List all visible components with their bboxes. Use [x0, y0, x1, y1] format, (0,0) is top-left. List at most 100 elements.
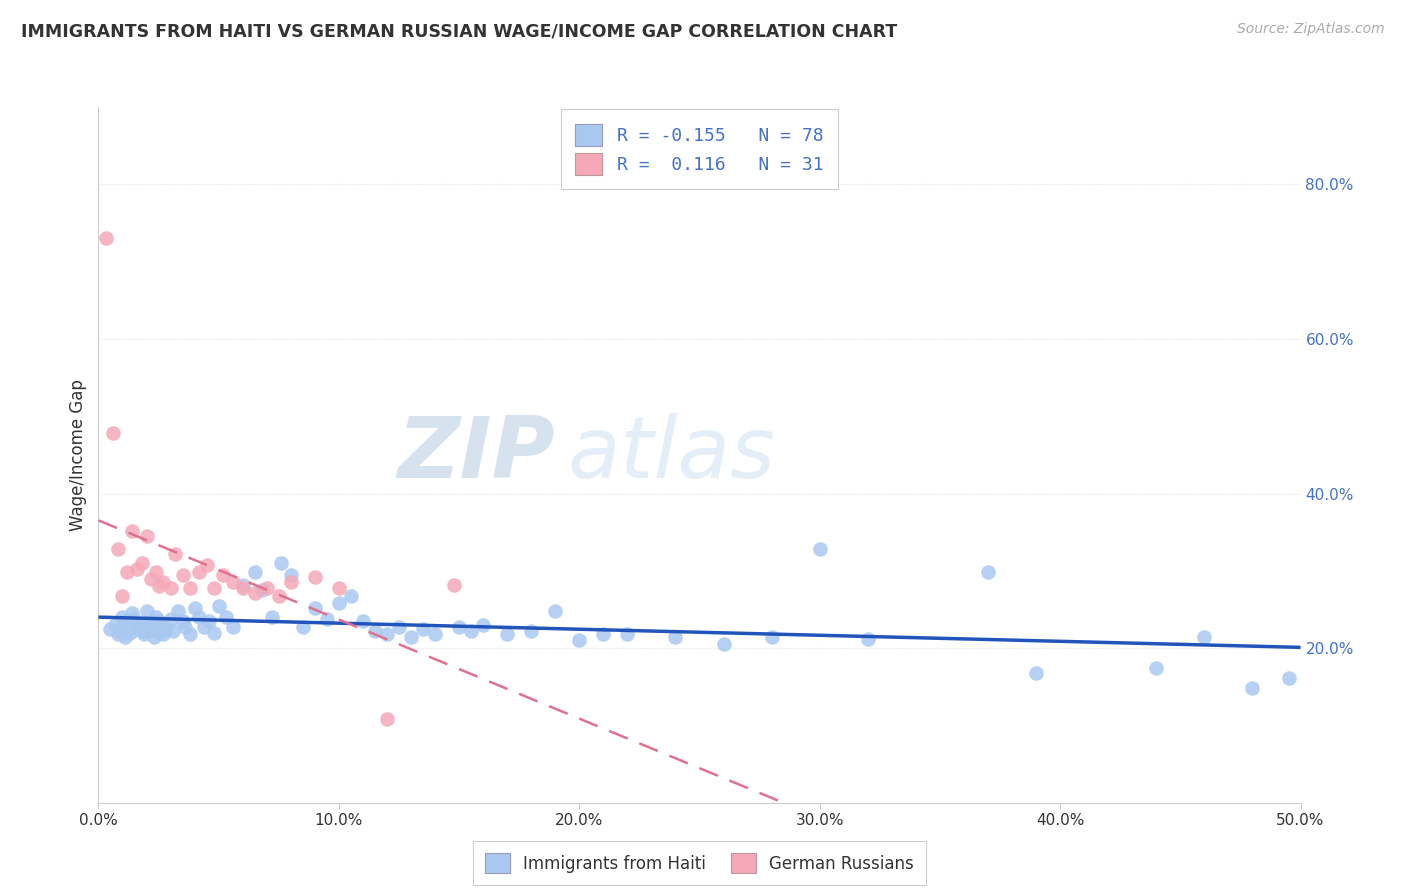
- Point: [222, 619, 245, 633]
- Point: [222, 575, 245, 590]
- Point: [108, 624, 131, 639]
- Point: [412, 622, 434, 636]
- Point: [193, 619, 215, 633]
- Point: [496, 627, 519, 641]
- Point: [155, 622, 177, 636]
- Point: [328, 596, 350, 610]
- Point: [179, 627, 201, 641]
- Point: [208, 599, 231, 613]
- Point: [291, 619, 314, 633]
- Point: [202, 625, 225, 640]
- Point: [162, 624, 184, 639]
- Point: [399, 630, 422, 644]
- Point: [212, 567, 235, 582]
- Text: Source: ZipAtlas.com: Source: ZipAtlas.com: [1237, 22, 1385, 37]
- Point: [195, 558, 218, 572]
- Point: [145, 610, 167, 624]
- Point: [1025, 665, 1047, 680]
- Point: [616, 627, 638, 641]
- Point: [375, 627, 398, 641]
- Point: [107, 627, 129, 641]
- Point: [443, 578, 465, 592]
- Point: [141, 618, 163, 632]
- Point: [141, 572, 163, 586]
- Point: [202, 581, 225, 595]
- Point: [520, 624, 543, 639]
- Point: [977, 566, 1000, 580]
- Point: [388, 619, 411, 633]
- Point: [243, 566, 266, 580]
- Point: [117, 566, 139, 580]
- Point: [215, 610, 238, 624]
- Point: [250, 583, 273, 598]
- Point: [1241, 681, 1264, 696]
- Point: [145, 566, 167, 580]
- Point: [148, 625, 170, 640]
- Point: [179, 581, 201, 595]
- Point: [131, 624, 153, 639]
- Point: [808, 542, 831, 557]
- Point: [304, 570, 326, 584]
- Point: [118, 625, 141, 640]
- Point: [328, 581, 350, 595]
- Point: [111, 589, 134, 603]
- Point: [107, 542, 129, 557]
- Point: [117, 614, 139, 628]
- Point: [664, 630, 686, 644]
- Point: [267, 589, 290, 603]
- Point: [423, 627, 446, 641]
- Point: [152, 575, 174, 590]
- Point: [101, 426, 124, 441]
- Point: [172, 614, 194, 628]
- Point: [159, 612, 181, 626]
- Point: [135, 604, 157, 618]
- Point: [472, 618, 495, 632]
- Point: [856, 632, 879, 646]
- Point: [544, 604, 567, 618]
- Point: [135, 529, 157, 543]
- Point: [460, 624, 482, 639]
- Point: [111, 610, 134, 624]
- Point: [166, 604, 188, 618]
- Point: [761, 630, 783, 644]
- Point: [592, 627, 614, 641]
- Point: [125, 562, 148, 576]
- Point: [1194, 630, 1216, 644]
- Point: [188, 610, 211, 624]
- Point: [152, 627, 174, 641]
- Point: [315, 612, 337, 626]
- Point: [1277, 671, 1299, 685]
- Point: [104, 618, 127, 632]
- Point: [121, 524, 143, 538]
- Point: [125, 622, 148, 636]
- Point: [280, 567, 302, 582]
- Point: [128, 618, 150, 632]
- Point: [352, 614, 374, 628]
- Text: IMMIGRANTS FROM HAITI VS GERMAN RUSSIAN WAGE/INCOME GAP CORRELATION CHART: IMMIGRANTS FROM HAITI VS GERMAN RUSSIAN …: [21, 22, 897, 40]
- Point: [260, 610, 283, 624]
- Point: [568, 633, 591, 648]
- Point: [174, 619, 197, 633]
- Point: [135, 616, 157, 631]
- Point: [121, 607, 143, 621]
- Point: [256, 581, 278, 595]
- Point: [340, 589, 363, 603]
- Point: [100, 622, 122, 636]
- Point: [132, 627, 155, 641]
- Point: [111, 619, 134, 633]
- Point: [149, 619, 172, 633]
- Point: [124, 612, 146, 626]
- Point: [232, 581, 254, 595]
- Point: [131, 556, 153, 570]
- Text: ZIP: ZIP: [398, 413, 555, 497]
- Point: [304, 601, 326, 615]
- Point: [232, 578, 254, 592]
- Legend: Immigrants from Haiti, German Russians: Immigrants from Haiti, German Russians: [474, 841, 925, 885]
- Point: [375, 712, 398, 726]
- Point: [148, 579, 170, 593]
- Point: [243, 585, 266, 599]
- Point: [188, 566, 211, 580]
- Point: [183, 601, 205, 615]
- Point: [172, 567, 194, 582]
- Point: [447, 619, 470, 633]
